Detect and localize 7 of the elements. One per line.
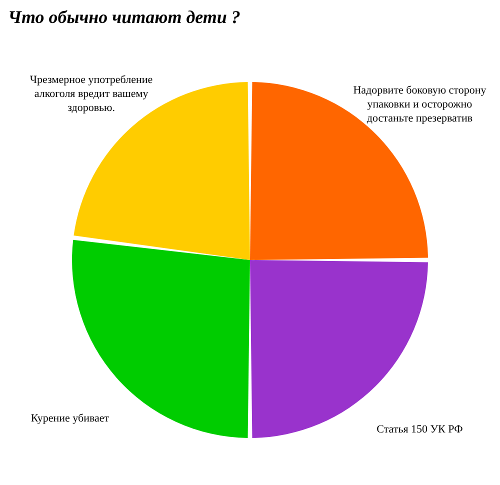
pie-slice bbox=[72, 240, 250, 438]
chart-title: Что обычно читают дети ? bbox=[8, 7, 240, 27]
pie-slice bbox=[250, 260, 428, 438]
slice-label: Курение убивает bbox=[30, 412, 110, 425]
slice-label: Чрезмерное употребление алкоголя вредит вашему здоровью. bbox=[30, 74, 153, 114]
slice-label: Надорвите боковую сторону упаковки и осторожно достаньте презерватив bbox=[353, 84, 487, 124]
slice-label: Статья 150 УК РФ bbox=[376, 424, 464, 436]
